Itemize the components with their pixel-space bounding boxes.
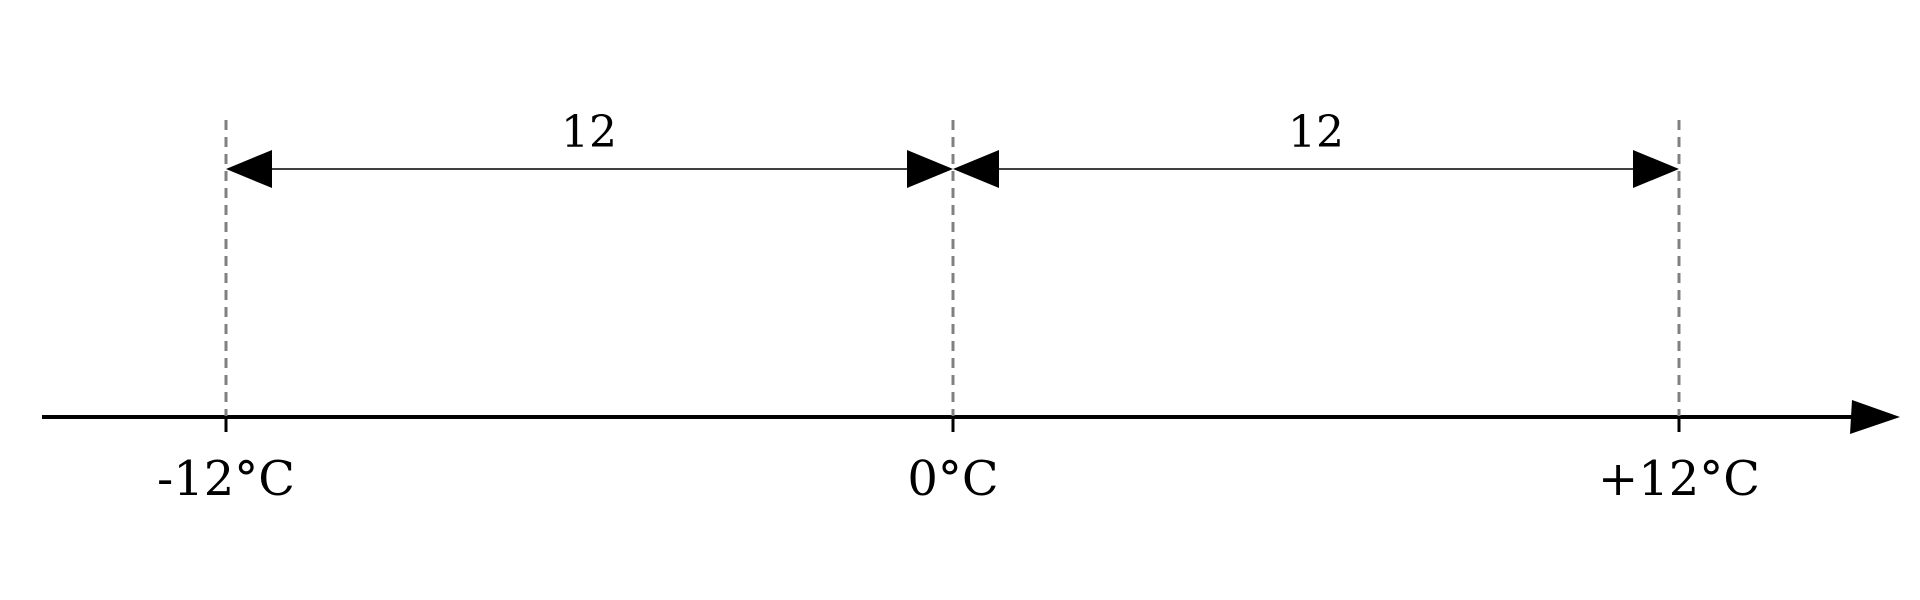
axis-label-minus12: -12°C <box>157 451 295 507</box>
interval-label-right: 12 <box>1288 107 1344 158</box>
interval-left-end-arrow-icon <box>907 150 953 188</box>
interval-label-left: 12 <box>561 107 617 158</box>
axis-label-0: 0°C <box>907 451 998 507</box>
axis-arrowhead-icon <box>1850 400 1900 434</box>
interval-right-end-arrow-icon <box>1633 150 1679 188</box>
interval-left-start-arrow-icon <box>226 150 272 188</box>
interval-right-start-arrow-icon <box>953 150 999 188</box>
axis-label-plus12: +12°C <box>1598 451 1760 507</box>
